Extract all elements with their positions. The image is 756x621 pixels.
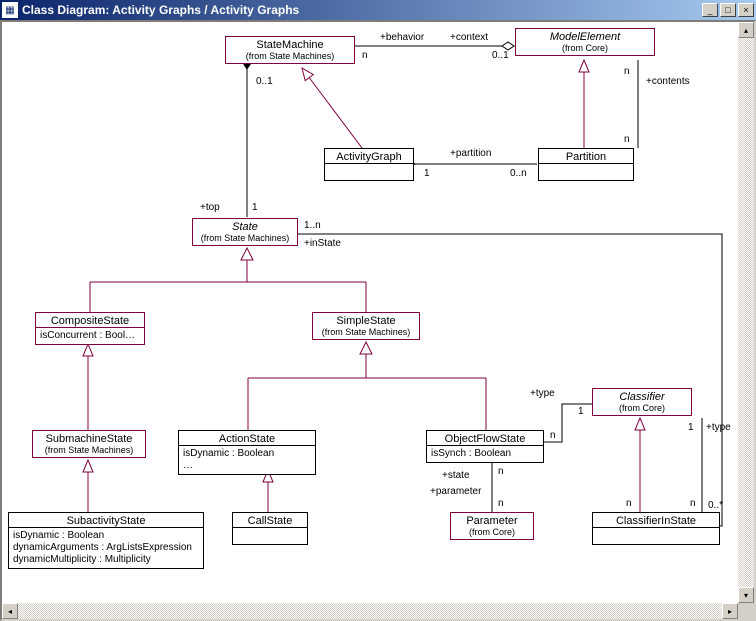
scroll-up-button[interactable]: ▴: [738, 22, 754, 38]
assoc-label: +type: [530, 388, 555, 399]
mult-label: n: [626, 498, 632, 509]
class-classifierinstate[interactable]: ClassifierInState: [592, 512, 720, 545]
scroll-track[interactable]: [18, 603, 722, 619]
class-subactivitystate[interactable]: SubactivityState isDynamic : Boolean dyn…: [8, 512, 204, 569]
class-classifier[interactable]: Classifier (from Core): [592, 388, 692, 416]
mult-label: 0..1: [492, 50, 509, 61]
mult-label: n: [362, 50, 368, 61]
class-from: (from State Machines): [193, 233, 297, 245]
class-attr: isConcurrent : Bool…: [36, 328, 144, 344]
class-name: CompositeState: [36, 313, 144, 327]
content-area: StateMachine (from State Machines) Model…: [0, 20, 756, 621]
class-attr: isDynamic : Boolean: [13, 530, 199, 542]
class-name: ClassifierInState: [593, 513, 719, 527]
mult-label: n: [624, 66, 630, 77]
class-name: ActionState: [179, 431, 315, 445]
minimize-button[interactable]: _: [702, 3, 718, 17]
scroll-corner: [738, 603, 754, 619]
mult-label: 1: [578, 406, 584, 417]
class-from: (from Core): [593, 403, 691, 415]
class-from: (from State Machines): [313, 327, 419, 339]
scroll-down-button[interactable]: ▾: [738, 587, 754, 603]
class-attr: dynamicArguments : ArgListsExpression: [13, 542, 199, 554]
class-callstate[interactable]: CallState: [232, 512, 308, 545]
mult-label: n: [624, 134, 630, 145]
class-name: ActivityGraph: [325, 149, 413, 163]
scroll-right-button[interactable]: ▸: [722, 603, 738, 619]
mult-label: n: [690, 498, 696, 509]
class-attr: …: [183, 460, 311, 472]
class-name: ObjectFlowState: [427, 431, 543, 445]
titlebar: ▦ Class Diagram: Activity Graphs / Activ…: [0, 0, 756, 20]
assoc-label: +behavior: [380, 32, 424, 43]
class-state[interactable]: State (from State Machines): [192, 218, 298, 246]
mult-label: 1: [424, 168, 430, 179]
window-icon: ▦: [2, 2, 18, 18]
close-button[interactable]: ×: [738, 3, 754, 17]
mult-label: 1: [252, 202, 258, 213]
class-attr: isDynamic : Boolean: [183, 448, 311, 460]
class-from: (from Core): [516, 43, 654, 55]
mult-label: 0..*: [708, 500, 723, 511]
class-from: (from State Machines): [226, 51, 354, 63]
mult-label: n: [498, 466, 504, 477]
class-from: (from Core): [451, 527, 533, 539]
mult-label: 0..n: [510, 168, 527, 179]
assoc-label: +type: [706, 422, 731, 433]
mult-label: 1..n: [304, 220, 321, 231]
mult-label: 1: [688, 422, 694, 433]
assoc-label: +inState: [304, 238, 341, 249]
class-name: Partition: [539, 149, 633, 163]
class-name: ModelElement: [516, 29, 654, 43]
class-name: SubmachineState: [33, 431, 145, 445]
class-compositestate[interactable]: CompositeState isConcurrent : Bool…: [35, 312, 145, 345]
window-title: Class Diagram: Activity Graphs / Activit…: [22, 3, 700, 17]
assoc-label: +context: [450, 32, 488, 43]
mult-label: n: [550, 430, 556, 441]
assoc-label: +top: [200, 202, 220, 213]
class-partition[interactable]: Partition: [538, 148, 634, 181]
class-name: SubactivityState: [9, 513, 203, 527]
class-actionstate[interactable]: ActionState isDynamic : Boolean …: [178, 430, 316, 475]
assoc-label: +state: [442, 470, 470, 481]
class-statemachine[interactable]: StateMachine (from State Machines): [225, 36, 355, 64]
class-name: Classifier: [593, 389, 691, 403]
scroll-track[interactable]: [738, 38, 754, 587]
class-parameter[interactable]: Parameter (from Core): [450, 512, 534, 540]
vertical-scrollbar[interactable]: ▴ ▾: [738, 22, 754, 603]
assoc-label: +contents: [646, 76, 690, 87]
class-objectflowstate[interactable]: ObjectFlowState isSynch : Boolean: [426, 430, 544, 463]
class-attr: dynamicMultiplicity : Multiplicity: [13, 554, 199, 566]
class-name: SimpleState: [313, 313, 419, 327]
diagram-canvas: StateMachine (from State Machines) Model…: [2, 22, 738, 603]
assoc-label: +partition: [450, 148, 491, 159]
assoc-label: +parameter: [430, 486, 481, 497]
mult-label: 0..1: [256, 76, 273, 87]
horizontal-scrollbar[interactable]: ◂ ▸: [2, 603, 738, 619]
maximize-button[interactable]: □: [720, 3, 736, 17]
class-name: State: [193, 219, 297, 233]
mult-label: n: [498, 498, 504, 509]
class-from: (from State Machines): [33, 445, 145, 457]
class-simplestate[interactable]: SimpleState (from State Machines): [312, 312, 420, 340]
class-attr: isSynch : Boolean: [427, 446, 543, 462]
class-modelelement[interactable]: ModelElement (from Core): [515, 28, 655, 56]
scroll-left-button[interactable]: ◂: [2, 603, 18, 619]
class-submachinestate[interactable]: SubmachineState (from State Machines): [32, 430, 146, 458]
class-activitygraph[interactable]: ActivityGraph: [324, 148, 414, 181]
class-name: Parameter: [451, 513, 533, 527]
class-name: CallState: [233, 513, 307, 527]
class-name: StateMachine: [226, 37, 354, 51]
